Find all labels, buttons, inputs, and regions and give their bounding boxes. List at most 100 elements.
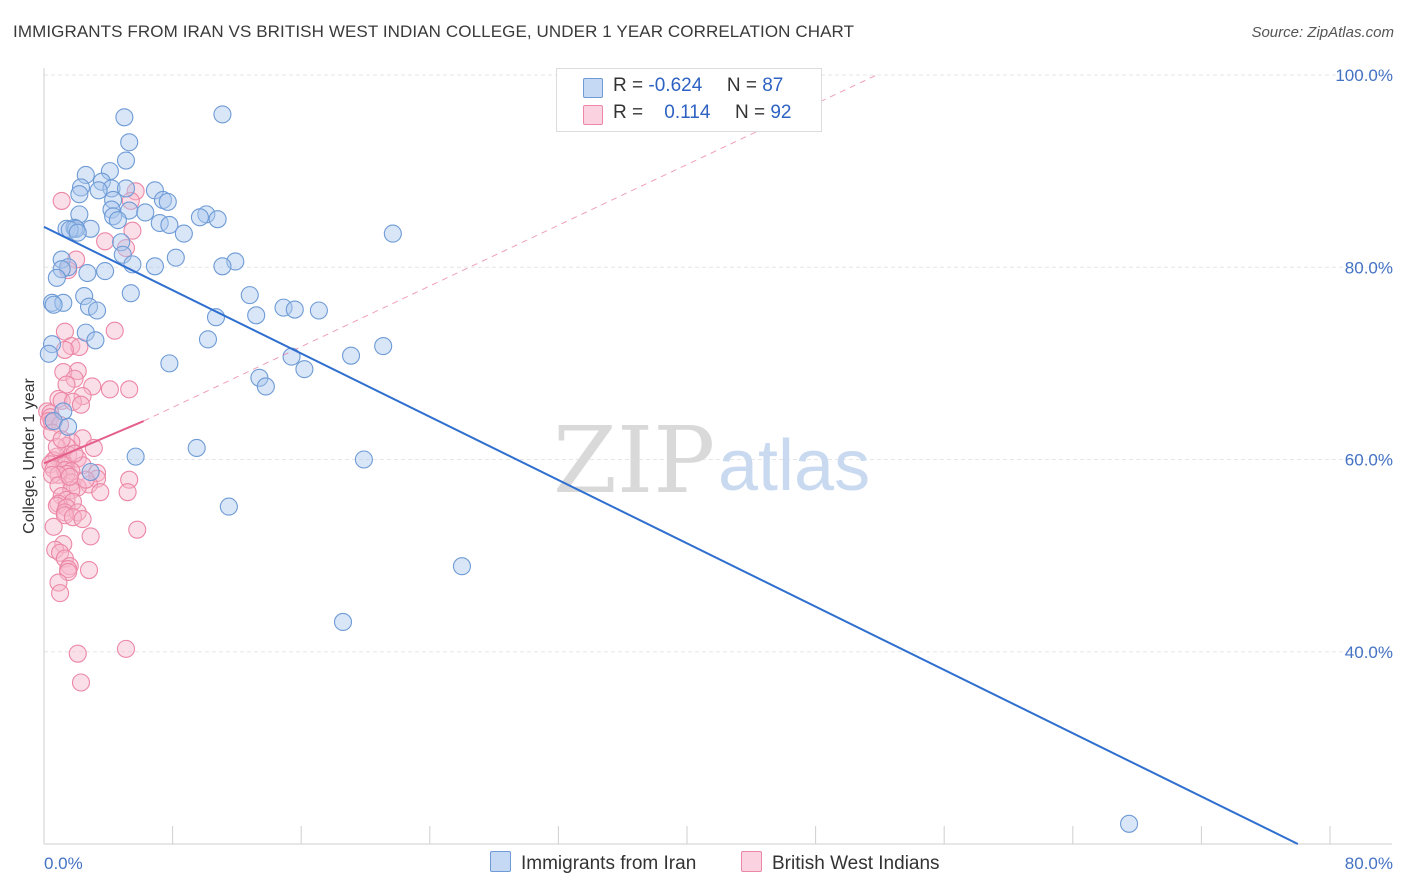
legend-item-bwi: British West Indians (741, 851, 940, 875)
data-point-bwi (116, 639, 136, 658)
data-point-iran (47, 268, 66, 287)
trend-line-bwi (43, 420, 145, 465)
data-point-bwi (42, 465, 62, 484)
legend-swatch-blue (490, 851, 511, 872)
data-point-iran (78, 263, 97, 283)
watermark-atlas: atlas (718, 426, 870, 506)
data-point-iran (126, 447, 145, 466)
r-label: R = (613, 75, 644, 96)
data-point-bwi (44, 517, 63, 536)
legend-label-iran: Immigrants from Iran (521, 853, 697, 874)
data-point-iran (213, 105, 232, 124)
data-point-iran (86, 331, 105, 350)
data-point-iran (116, 151, 136, 170)
data-point-iran (44, 295, 63, 314)
iran-points (39, 105, 1139, 833)
data-point-iran (52, 250, 71, 269)
data-point-iran (145, 257, 164, 276)
legend-swatch-pink (741, 851, 762, 872)
data-point-bwi (79, 560, 99, 580)
data-point-iran (309, 301, 328, 320)
axes (43, 68, 1392, 845)
data-point-iran (256, 377, 275, 396)
chart-source: Source: ZipAtlas.com (1251, 24, 1394, 41)
data-point-iran (52, 260, 71, 279)
data-point-bwi (51, 584, 70, 603)
data-point-iran (39, 344, 58, 363)
legend-item-iran: Immigrants from Iran (490, 851, 696, 875)
data-point-iran (121, 284, 140, 303)
data-point-iran (354, 450, 373, 469)
watermark: ZIP atlas (553, 407, 870, 514)
data-point-iran (160, 215, 179, 235)
data-point-iran (1120, 814, 1139, 833)
x-tick-label: 80.0% (1345, 854, 1393, 873)
n-value: 87 (762, 75, 784, 96)
data-point-bwi (71, 673, 91, 692)
data-point-bwi (105, 321, 124, 340)
n-label: N = (726, 75, 757, 96)
data-point-iran (102, 200, 121, 219)
data-point-iran (71, 178, 91, 197)
data-point-iran (59, 258, 78, 277)
n-value: 92 (770, 102, 792, 123)
data-point-iran (295, 360, 314, 379)
stats-legend: R = -0.624 N = 87 R = 0.114 N = 92 (556, 68, 822, 132)
data-point-iran (213, 257, 232, 276)
data-point-iran (285, 300, 304, 319)
data-point-iran (116, 179, 136, 198)
data-point-iran (208, 210, 227, 229)
data-point-iran (158, 192, 177, 211)
data-point-iran (59, 417, 78, 436)
data-point-iran (108, 211, 127, 230)
data-point-iran (136, 203, 155, 222)
trend-lines (43, 74, 1299, 845)
data-point-iran (68, 223, 87, 242)
data-point-bwi (128, 520, 147, 539)
data-point-iran (383, 224, 402, 243)
data-point-iran (274, 298, 293, 317)
legend-label-bwi: British West Indians (772, 853, 940, 874)
data-point-bwi (123, 221, 142, 240)
watermark-zip: ZIP (553, 407, 715, 514)
data-point-bwi (51, 543, 70, 562)
data-point-iran (174, 224, 193, 243)
data-point-bwi (52, 191, 71, 210)
data-point-bwi (120, 380, 139, 399)
data-point-iran (115, 108, 134, 127)
data-point-iran (374, 337, 393, 356)
data-point-bwi (73, 510, 92, 529)
r-label: R = (613, 102, 644, 123)
data-point-iran (96, 262, 115, 281)
data-point-iran (76, 323, 95, 342)
data-point-bwi (118, 483, 137, 502)
british-west-indians-points (38, 182, 147, 692)
data-point-iran (247, 306, 266, 325)
data-point-iran (113, 245, 132, 264)
data-point-bwi (38, 402, 57, 421)
gridlines (44, 74, 1392, 653)
data-point-iran (160, 354, 179, 373)
data-point-iran (198, 330, 218, 349)
data-point-iran (70, 205, 89, 224)
y-tick-label: 80.0% (1345, 258, 1393, 277)
data-point-iran (333, 612, 353, 632)
data-point-bwi (96, 232, 115, 251)
data-point-bwi (62, 481, 81, 500)
data-point-iran (104, 190, 123, 210)
data-point-bwi (91, 483, 110, 502)
data-point-iran (70, 185, 89, 204)
data-point-iran (42, 335, 62, 354)
data-point-iran (120, 133, 139, 152)
data-point-bwi (57, 375, 76, 394)
r-value: -0.624 (648, 75, 703, 96)
r-value: 0.114 (664, 102, 711, 123)
data-point-bwi (100, 380, 119, 399)
data-point-bwi (83, 377, 102, 396)
y-axis-title: College, Under 1 year (21, 378, 38, 534)
data-point-iran (166, 248, 185, 267)
data-point-iran (187, 438, 206, 458)
n-label: N = (734, 102, 766, 123)
data-point-iran (89, 181, 108, 200)
data-point-bwi (68, 644, 87, 663)
